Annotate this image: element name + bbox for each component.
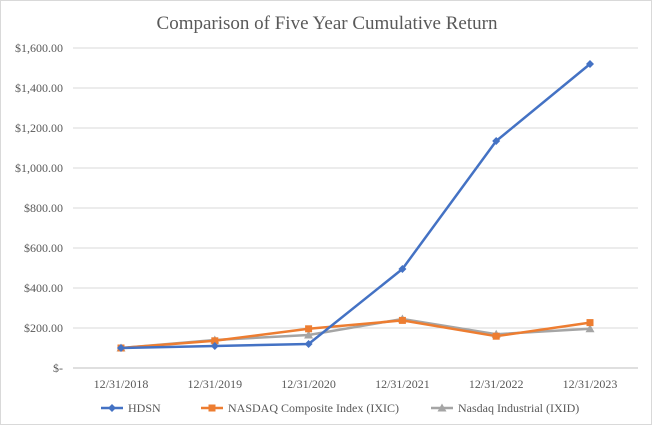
legend-label: NASDAQ Composite Index (IXIC)	[228, 401, 399, 415]
legend-marker	[108, 404, 116, 412]
legend-marker	[208, 404, 216, 412]
data-point	[492, 137, 501, 145]
y-tick-label: $1,400.00	[15, 81, 63, 95]
legend-item: NASDAQ Composite Index (IXIC)	[201, 401, 399, 415]
data-point	[304, 340, 313, 348]
series-line	[119, 62, 592, 350]
y-tick-label: $400.00	[24, 281, 63, 295]
y-tick-label: $1,000.00	[15, 161, 63, 175]
data-point	[586, 319, 594, 327]
x-tick-label: 12/31/2020	[281, 377, 336, 391]
gridlines	[73, 47, 638, 369]
x-tick-label: 12/31/2023	[563, 377, 618, 391]
legend-item: HDSN	[101, 401, 161, 415]
y-tick-label: $1,600.00	[15, 41, 63, 55]
data-point	[211, 337, 219, 345]
y-axis-ticks: $- $200.00 $400.00 $600.00 $800.00 $1,000.00 $…	[15, 41, 63, 375]
data-point	[117, 344, 125, 352]
data-point	[398, 265, 407, 273]
data-point	[210, 342, 219, 350]
x-axis-ticks: 12/31/2018 12/31/2019 12/31/2020 12/31/2021…	[94, 377, 618, 391]
x-tick-label: 12/31/2021	[375, 377, 430, 391]
y-tick-label: $1,200.00	[15, 121, 63, 135]
data-point	[586, 60, 594, 68]
data-point	[304, 330, 314, 339]
series-0	[117, 60, 594, 352]
legend-item: Nasdaq Industrial (IXID)	[431, 401, 579, 415]
series-line	[119, 319, 592, 350]
x-tick-label: 12/31/2018	[94, 377, 149, 391]
y-tick-label: $800.00	[24, 201, 63, 215]
x-tick-label: 12/31/2022	[469, 377, 524, 391]
legend-label: HDSN	[128, 401, 161, 415]
chart-title: Comparison of Five Year Cumulative Retur…	[157, 13, 498, 34]
y-tick-label: $200.00	[24, 321, 63, 335]
legend-label: Nasdaq Industrial (IXID)	[458, 401, 579, 415]
series-lines	[116, 60, 595, 352]
legend: HDSN NASDAQ Composite Index (IXIC) Nasdaq …	[101, 401, 579, 415]
data-point	[305, 325, 313, 333]
legend-marker	[437, 403, 447, 412]
data-point	[492, 332, 500, 340]
x-tick-label: 12/31/2019	[187, 377, 242, 391]
y-tick-label: $-	[53, 361, 63, 375]
data-point	[585, 324, 595, 333]
data-point	[398, 316, 406, 324]
y-tick-label: $600.00	[24, 241, 63, 255]
